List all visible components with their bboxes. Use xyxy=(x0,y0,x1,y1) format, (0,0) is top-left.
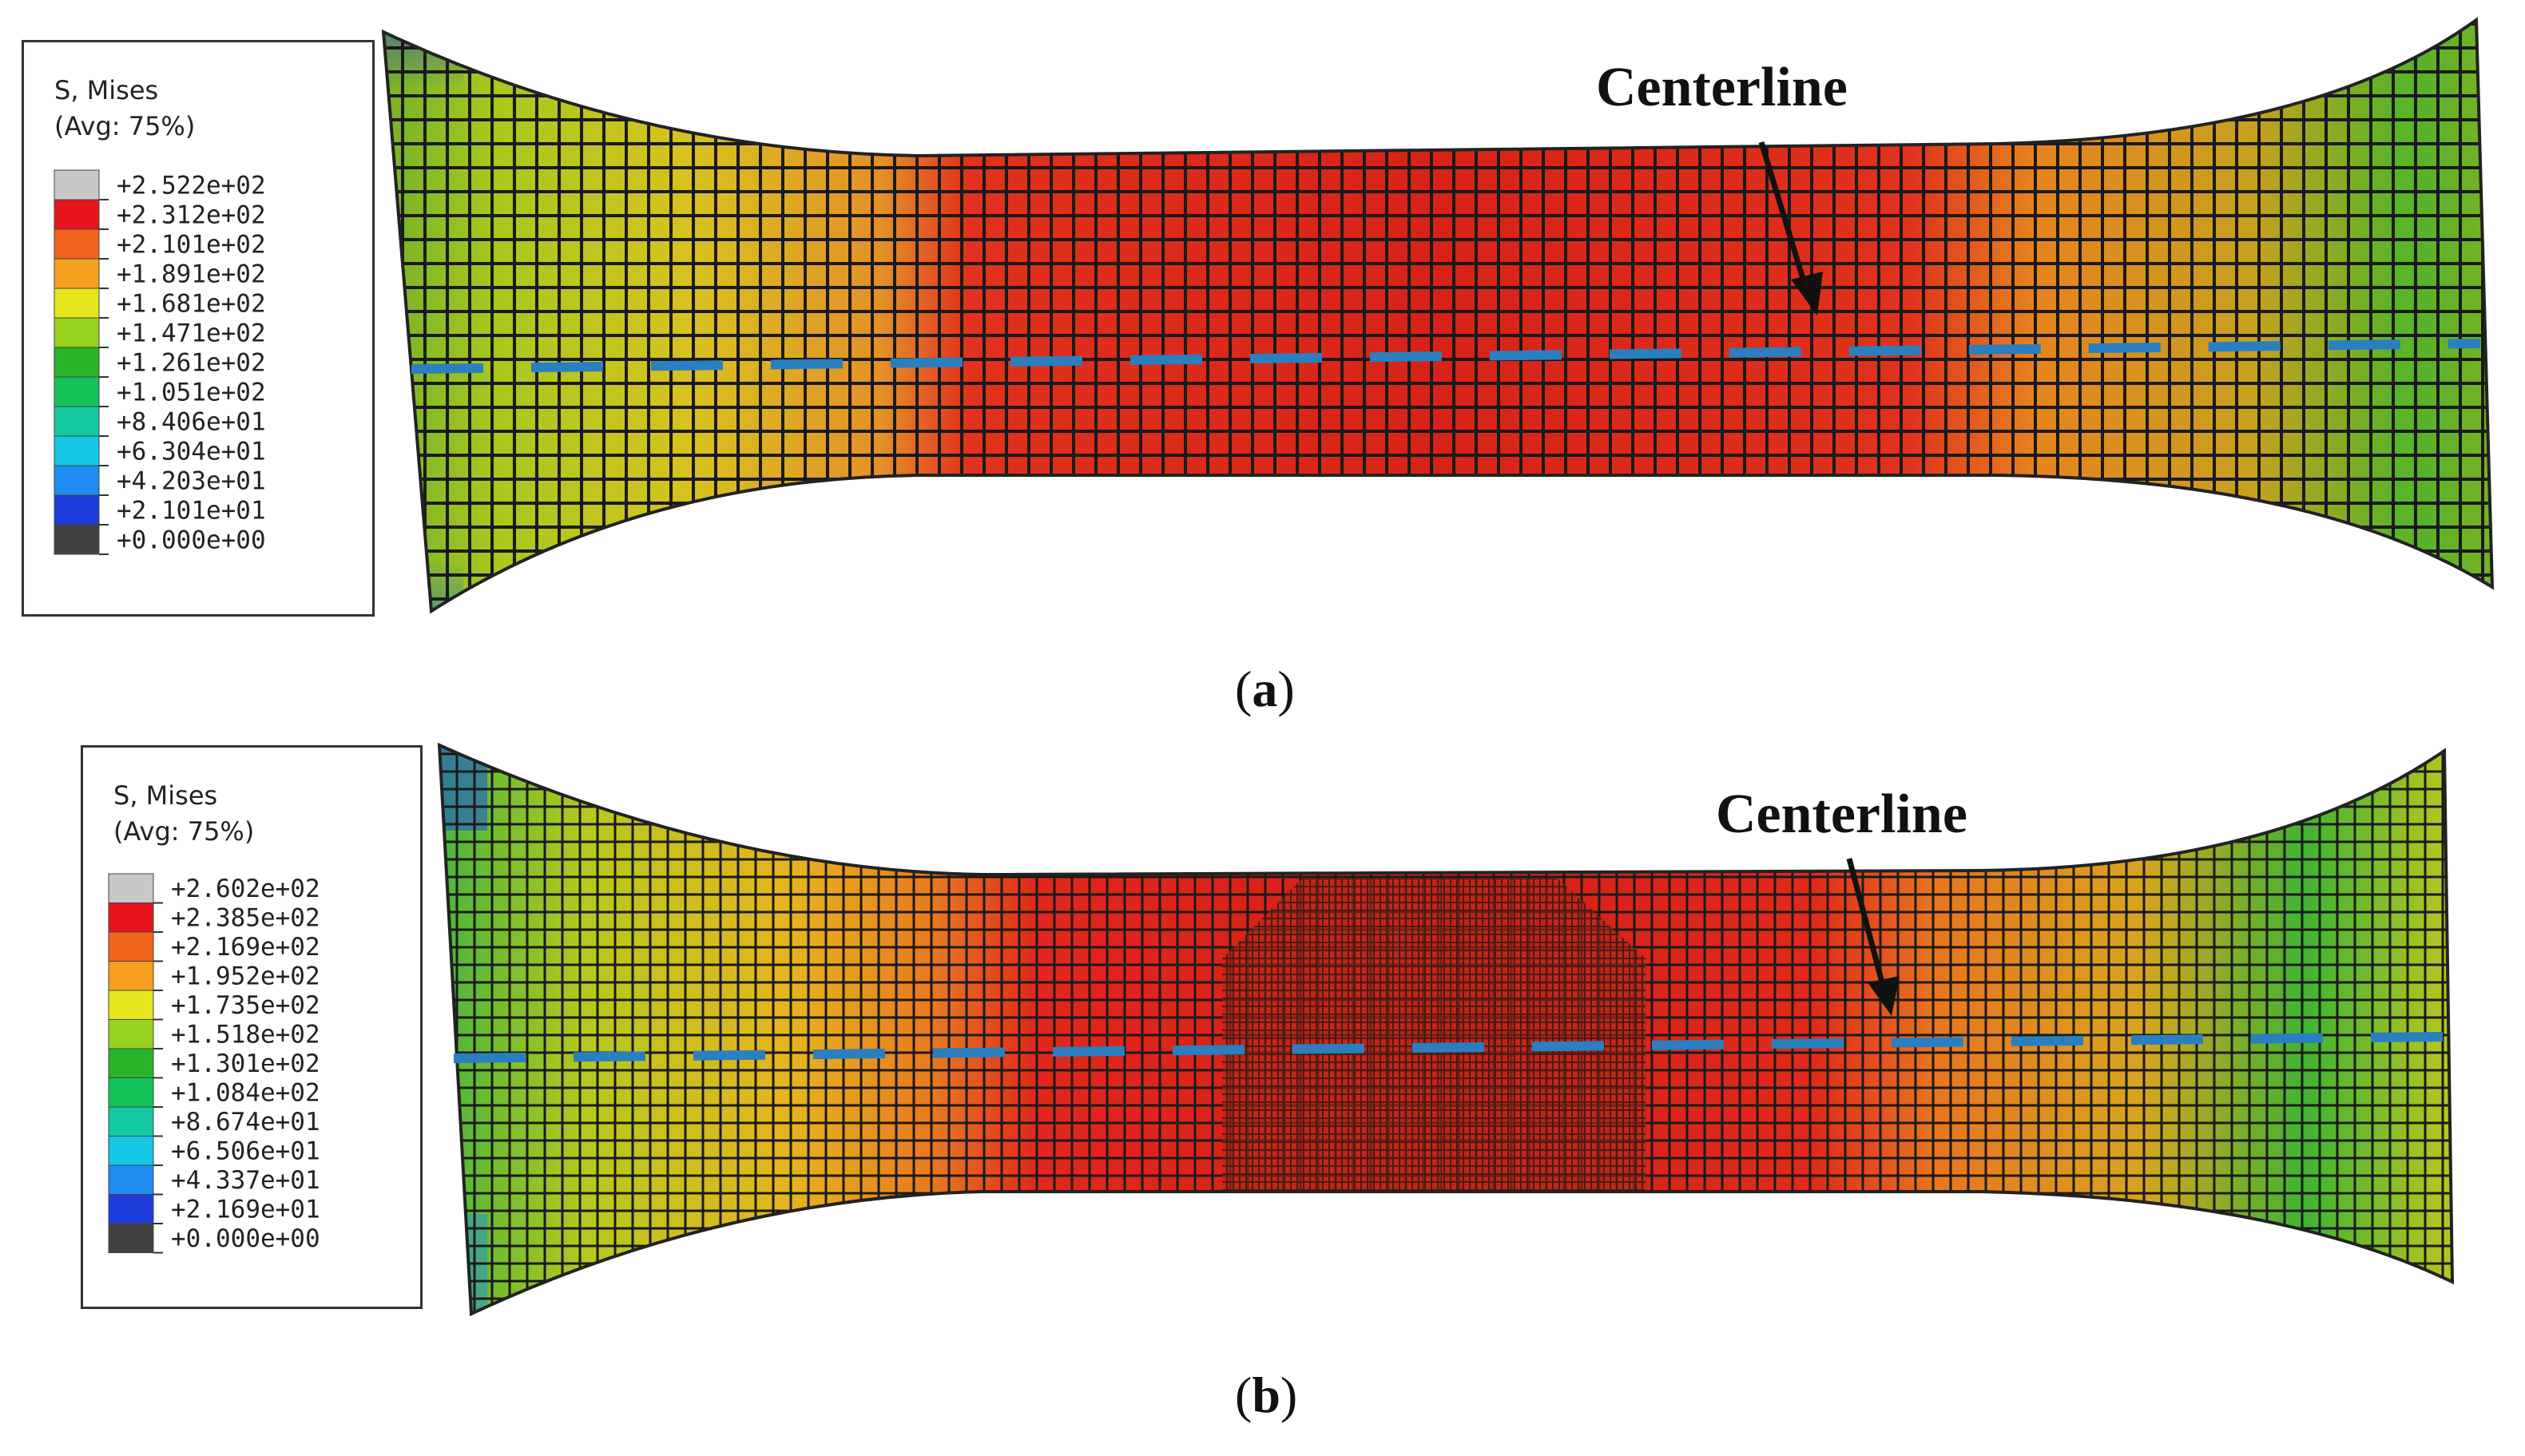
legend-subtitle: (Avg: 75%) xyxy=(54,111,196,141)
colorbar-tick-label: +2.602e+02 xyxy=(171,875,320,903)
colorbar-swatch xyxy=(54,228,100,260)
colorbar-swatch xyxy=(54,435,100,466)
colorbar-tick-label: +2.169e+01 xyxy=(171,1196,320,1224)
figure-panel-b: S, Mises (Avg: 75%) +2.602e+02 +2.385e+02… xyxy=(0,719,2525,1456)
colorbar-swatch xyxy=(54,288,100,319)
colorbar-tick-label: +0.000e+00 xyxy=(171,1224,320,1253)
centerline-arrowhead-a xyxy=(1791,272,1823,315)
colorbar-swatch xyxy=(108,1223,154,1253)
colorbar-tick-label: +1.681e+02 xyxy=(117,290,266,319)
colorbar-tick-label: +2.385e+02 xyxy=(171,904,320,933)
centerline-arrow-a xyxy=(1758,141,1810,293)
colorbar-tick-label: +6.506e+01 xyxy=(171,1137,320,1166)
colorbar-swatch xyxy=(54,376,100,407)
centerline-arrowhead-b xyxy=(1868,976,1900,1016)
colorbar-swatch xyxy=(108,1077,154,1108)
colorbar-a: +2.522e+02+2.312e+02+2.101e+02+1.891e+02… xyxy=(54,169,266,555)
colorbar-tick-label: +8.674e+01 xyxy=(171,1108,320,1137)
colorbar-b: +2.602e+02+2.385e+02+2.169e+02+1.952e+02… xyxy=(108,873,320,1254)
colorbar-tick-label: +2.522e+02 xyxy=(117,172,266,200)
colorbar-swatch xyxy=(108,961,154,991)
colorbar-tick-label: +1.301e+02 xyxy=(171,1049,320,1078)
colorbar-tick-label: +1.952e+02 xyxy=(171,962,320,991)
centerline-b xyxy=(453,1032,2445,1063)
centerline-label-b: Centerline xyxy=(1716,784,1967,845)
colorbar-swatch xyxy=(108,1194,154,1224)
colorbar-swatch xyxy=(54,199,100,230)
colorbar-swatch xyxy=(54,347,100,378)
legend-title: S, Mises xyxy=(113,780,218,811)
colorbar-tick-label: +1.051e+02 xyxy=(117,379,266,407)
colorbar-swatch xyxy=(54,169,100,200)
colorbar-swatch xyxy=(108,903,154,933)
colorbar-tick-label: +1.891e+02 xyxy=(117,260,266,289)
legend-title: S, Mises xyxy=(54,75,159,105)
specimen-b xyxy=(437,742,2455,1317)
colorbar-swatch xyxy=(54,317,100,348)
colorbar-tick-label: +1.084e+02 xyxy=(171,1079,320,1108)
colorbar-swatch xyxy=(54,494,100,526)
colorbar-swatch xyxy=(108,873,154,903)
legend-subtitle: (Avg: 75%) xyxy=(113,816,255,847)
colorbar-tick-label: +1.471e+02 xyxy=(117,319,266,348)
colorbar-tick-label: +1.518e+02 xyxy=(171,1021,320,1049)
colorbar-tick-label: +1.261e+02 xyxy=(117,349,266,378)
centerline-label-a: Centerline xyxy=(1596,57,1848,118)
centerline-a xyxy=(411,339,2481,374)
centerline-arrow-b xyxy=(1846,858,1888,995)
colorbar-swatch xyxy=(54,465,100,496)
colorbar-tick-label: +4.203e+01 xyxy=(117,467,266,496)
colorbar-tick-label: +2.169e+02 xyxy=(171,933,320,962)
figure-panel-a: S, Mises (Avg: 75%) +2.522e+02 +2.312e+02… xyxy=(0,0,2525,719)
colorbar-legend-b: S, Mises (Avg: 75%) +2.602e+02 +2.385e+02… xyxy=(81,745,423,1309)
colorbar-swatch xyxy=(108,990,154,1020)
colorbar-tick-label: +4.337e+01 xyxy=(171,1166,320,1195)
colorbar-swatch xyxy=(108,1048,154,1078)
colorbar-swatch xyxy=(54,406,100,437)
colorbar-swatch xyxy=(108,1019,154,1049)
colorbar-tick-label: +6.304e+01 xyxy=(117,438,266,466)
specimen-a xyxy=(381,17,2495,614)
colorbar-swatch xyxy=(54,258,100,289)
colorbar-swatch xyxy=(54,524,100,555)
colorbar-tick-label: +8.406e+01 xyxy=(117,408,266,437)
colorbar-tick-label: +2.312e+02 xyxy=(117,201,266,230)
colorbar-legend-a: S, Mises (Avg: 75%) +2.522e+02 +2.312e+02… xyxy=(22,40,375,617)
caption-b: (b) xyxy=(1235,1367,1298,1423)
colorbar-tick-label: +2.101e+02 xyxy=(117,231,266,260)
colorbar-swatch xyxy=(108,1164,154,1195)
colorbar-swatch xyxy=(108,931,154,962)
colorbar-tick-label: +2.101e+01 xyxy=(117,497,266,526)
colorbar-swatch xyxy=(108,1106,154,1137)
colorbar-tick-label: +0.000e+00 xyxy=(117,526,266,555)
caption-a: (a) xyxy=(1235,661,1295,717)
colorbar-tick-label: +1.735e+02 xyxy=(171,991,320,1020)
colorbar-swatch xyxy=(108,1136,154,1166)
